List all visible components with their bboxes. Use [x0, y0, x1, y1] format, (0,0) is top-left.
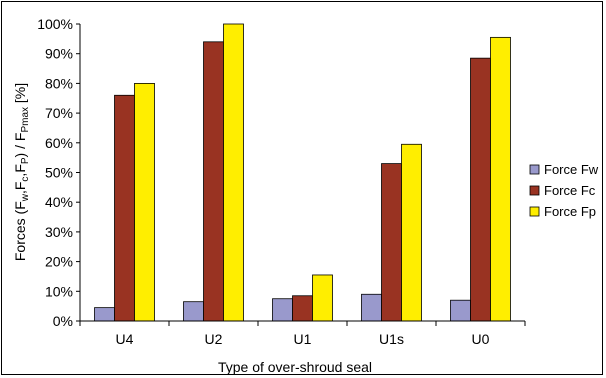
x-tick-label: U4: [116, 331, 134, 347]
y-tick-label: 40%: [45, 194, 73, 210]
y-tick-label: 20%: [45, 254, 73, 270]
legend-label: Force Fw: [544, 162, 599, 177]
bar-force-fc-u2: [203, 41, 224, 322]
bar-force-fw-u4: [94, 307, 115, 322]
x-tick-label: U2: [205, 331, 223, 347]
legend-label: Force Fp: [544, 204, 596, 219]
y-tick-label: 80%: [45, 75, 73, 91]
x-tick-label: U1s: [379, 331, 404, 347]
bar-force-fw-u2: [183, 301, 204, 322]
bar-force-fw-u0: [450, 299, 471, 322]
y-axis-title: Forces (Fw,Fc,FP) / FPmax [%]: [12, 83, 31, 261]
bar-force-fc-u0: [470, 57, 491, 322]
legend-swatch: [529, 206, 540, 217]
legend-swatch: [529, 185, 540, 196]
bar-force-fp-u1s: [401, 143, 422, 322]
legend-label: Force Fc: [544, 183, 596, 198]
bar-force-fp-u0: [490, 36, 511, 322]
x-axis-title: Type of over-shroud seal: [218, 359, 372, 375]
y-tick-label: 30%: [45, 224, 73, 240]
y-tick-label: 70%: [45, 105, 73, 121]
x-tick-label: U1: [294, 331, 312, 347]
x-tick-label: U0: [472, 331, 490, 347]
bar-force-fc-u4: [114, 94, 135, 322]
bar-force-fp-u1: [312, 274, 333, 322]
bar-force-fw-u1: [272, 298, 293, 322]
legend: Force Fw Force Fc Force Fp: [529, 162, 599, 219]
bar-force-fp-u4: [134, 83, 155, 322]
bar-force-fw-u1s: [361, 293, 382, 322]
bar-force-fc-u1: [292, 295, 313, 322]
bar-force-fc-u1s: [381, 163, 402, 322]
y-tick-label: 10%: [45, 283, 73, 299]
x-axis: U4 U2 U1 U1s U0: [79, 320, 526, 347]
y-tick-label: 100%: [37, 16, 73, 32]
bar-force-fp-u2: [223, 23, 244, 322]
y-tick-label: 0%: [53, 313, 73, 329]
y-tick-label: 90%: [45, 46, 73, 62]
y-tick-label: 60%: [45, 135, 73, 151]
legend-swatch: [529, 164, 540, 175]
plot-area: [94, 23, 511, 322]
y-axis: 0% 10% 20% 30% 40% 50% 60% 70% 80% 90% 100%: [37, 16, 81, 329]
y-tick-label: 50%: [45, 165, 73, 181]
